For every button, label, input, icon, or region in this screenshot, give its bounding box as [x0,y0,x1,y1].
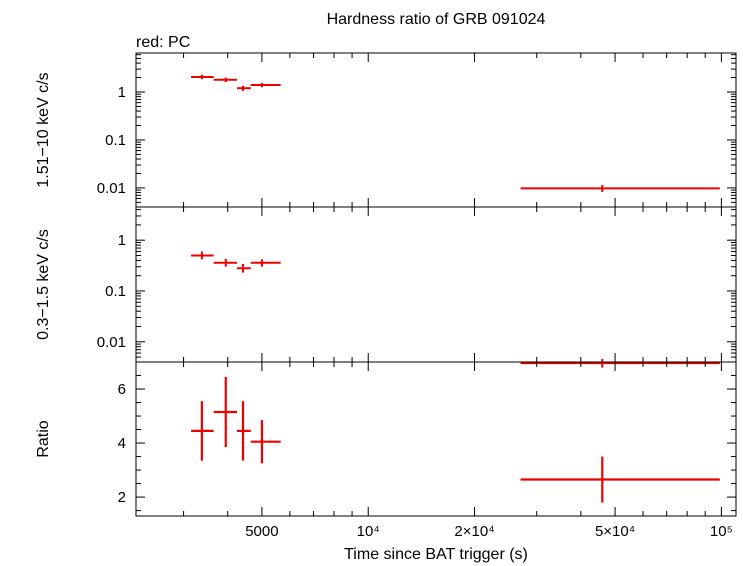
y-tick-label: 4 [118,435,126,452]
panel-soft: 0.3−1.5 keV c/s 0.01 0.1 1 [35,206,737,368]
panel-hard: 1.51−10 keV c/s 0.01 0.1 1 [35,52,737,208]
data-point-hard [191,74,214,80]
panel-frame [135,361,737,517]
data-point-soft [250,259,281,267]
y-tick-label: 0.01 [97,334,126,351]
data-point-soft [520,358,720,368]
y-tick-label: 1 [118,84,126,101]
data-point-hard [236,85,251,91]
x-tick-label: 10⁴ [357,523,380,540]
y-tick-label: 0.1 [105,132,126,149]
panel-ratio: Ratio 2 4 6 [35,361,737,517]
chart-title: Hardness ratio of GRB 091024 [327,11,546,28]
y-tick-label: 6 [118,381,126,398]
panels: 1.51−10 keV c/s0.010.110.3−1.5 keV c/s0.… [35,52,737,540]
data-point-soft [213,258,237,267]
x-tick-label: 5×10⁴ [595,523,635,540]
y-tick-label: 0.01 [97,180,126,197]
y-tick-label: 2 [118,489,126,506]
data-point-ratio [236,401,251,461]
y-tick-label: 0.1 [105,283,126,300]
y-tick-label: 1 [118,232,126,249]
data-point-ratio [213,376,237,448]
data-point-hard [250,82,281,88]
data-point-ratio [191,401,214,461]
y-axis-title-hard: 1.51−10 keV c/s [35,72,52,187]
panel-frame [135,52,737,208]
x-axis-title: Time since BAT trigger (s) [344,546,528,563]
y-axis-title-ratio: Ratio [35,420,52,457]
panel-frame [135,206,737,363]
data-point-soft [236,263,251,273]
data-point-soft [191,251,214,260]
data-point-hard [213,77,237,83]
x-tick-label: 10⁵ [710,523,733,540]
legend-note: red: PC [136,34,190,51]
data-point-ratio [520,456,720,503]
data-point-ratio [250,420,281,464]
x-tick-label: 5000 [245,523,278,540]
data-point-hard [520,185,720,193]
x-tick-label: 2×10⁴ [454,523,494,540]
y-axis-title-soft: 0.3−1.5 keV c/s [35,229,52,340]
